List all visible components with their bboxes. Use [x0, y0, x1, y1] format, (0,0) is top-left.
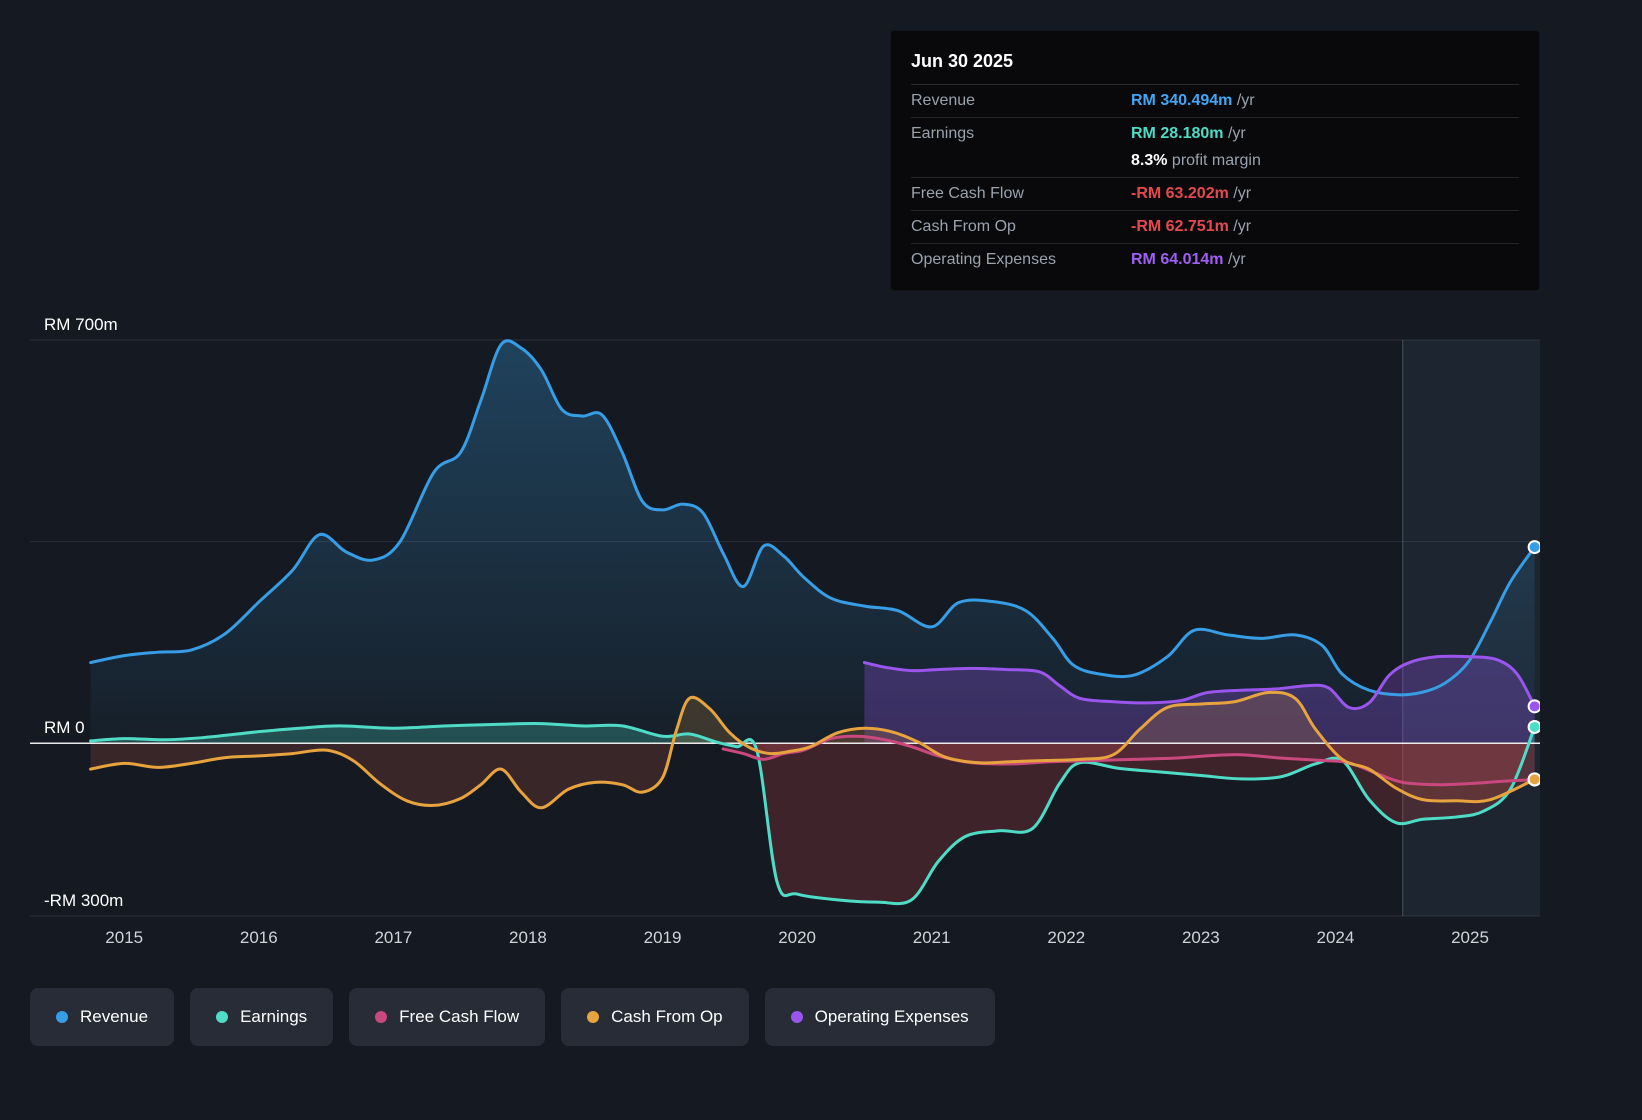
financial-history-chart[interactable]: RM 700m RM 0 -RM 300m 2015 2016 2017 2018 2019 2… — [30, 310, 1540, 952]
series-endpoint-revenue — [1527, 540, 1540, 555]
tooltip-row-label: Free Cash Flow — [911, 185, 1024, 202]
tooltip-row-earnings: Earnings RM 28.180m /yr — [911, 117, 1519, 150]
tooltip-row-value: -RM 62.751m /yr — [1131, 218, 1252, 235]
legend-pill-label: Earnings — [240, 1007, 308, 1026]
series-area-pos-operating-expenses — [864, 656, 1535, 744]
series-area-neg-earnings — [720, 743, 1529, 904]
series-endpoint-operating-expenses — [1527, 699, 1540, 714]
free-cash-flow-legend-dot — [375, 1011, 388, 1023]
tooltip-row-label: Operating Expenses — [911, 251, 1056, 268]
chart-tooltip: Jun 30 2025 Revenue RM 340.494m /yr Earnin… — [890, 30, 1540, 291]
operating-expenses-legend-dot — [790, 1011, 803, 1023]
series-line-revenue — [89, 339, 1537, 697]
x-axis-label-2018: 2018 — [509, 928, 547, 947]
tooltip-row-cash-from-op: Cash From Op -RM 62.751m /yr — [911, 210, 1519, 243]
legend-pill-free-cash-flow[interactable]: Free Cash Flow — [349, 988, 546, 1046]
legend-pill-revenue[interactable]: Revenue — [30, 988, 175, 1046]
tooltip-row-label: Cash From Op — [911, 218, 1016, 235]
x-axis-label-2015: 2015 — [105, 928, 143, 947]
series-endpoint-cash-from-op — [1527, 772, 1540, 787]
legend-pill-cash-from-op[interactable]: Cash From Op — [561, 988, 749, 1046]
cash-from-op-legend-dot — [587, 1011, 600, 1023]
tooltip-rows: Revenue RM 340.494m /yr Earnings RM 28.180m… — [911, 85, 1519, 276]
series-area-pos-revenue — [90, 340, 1535, 744]
chart-legend: Revenue Earnings Free Cash Flow Cash From O… — [30, 988, 995, 1046]
revenue-legend-dot — [56, 1011, 68, 1023]
legend-pill-label: Revenue — [80, 1007, 149, 1026]
x-axis-label-2025: 2025 — [1451, 928, 1489, 947]
tooltip-row-label: Revenue — [911, 92, 976, 109]
legend-pill-label: Operating Expenses — [814, 1007, 969, 1026]
x-axis-label-2016: 2016 — [240, 928, 278, 947]
x-axis-label-2019: 2019 — [644, 928, 682, 947]
tooltip-row-operating-expenses: Operating Expenses RM 64.014m /yr — [911, 243, 1519, 276]
tooltip-row-value: RM 28.180m /yr — [1131, 125, 1246, 142]
tooltip-row-value: RM 64.014m /yr — [1131, 251, 1246, 268]
legend-pill-operating-expenses[interactable]: Operating Expenses — [764, 988, 995, 1046]
series-area-pos-cash-from-op — [90, 692, 1535, 744]
chart-plot-area[interactable]: RM 700m RM 0 -RM 300m 2015 2016 2017 2018 2019 2… — [30, 310, 1540, 952]
x-axis-label-2022: 2022 — [1047, 928, 1085, 947]
legend-pill-earnings[interactable]: Earnings — [190, 988, 334, 1046]
tooltip-row-label: Earnings — [911, 125, 975, 142]
series-area-pos-earnings — [90, 723, 1535, 744]
tooltip-row-value: RM 340.494m /yr — [1131, 92, 1255, 109]
x-axis-label-2021: 2021 — [913, 928, 951, 947]
y-axis-label-rm-0: RM 0 — [44, 718, 85, 737]
x-axis-label-2017: 2017 — [374, 928, 412, 947]
tooltip-date: Jun 30 2025 — [911, 43, 1519, 85]
series-area-neg-free-cash-flow — [723, 743, 1535, 785]
tooltip-row-profit-margin: 8.3% profit margin — [911, 150, 1519, 177]
series-area-neg-cash-from-op — [90, 743, 1535, 808]
earnings-legend-dot — [216, 1011, 229, 1023]
series-line-operating-expenses — [862, 654, 1537, 711]
x-axis-label-2024: 2024 — [1317, 928, 1355, 947]
y-axis-label-rm-300m: -RM 300m — [44, 891, 123, 910]
legend-pill-label: Free Cash Flow — [399, 1007, 520, 1026]
legend-pill-label: Cash From Op — [611, 1007, 723, 1026]
tooltip-row-value: 8.3% profit margin — [1131, 152, 1261, 169]
x-axis-label-2020: 2020 — [778, 928, 816, 947]
tooltip-row-revenue: Revenue RM 340.494m /yr — [911, 85, 1519, 117]
series-endpoint-earnings — [1527, 719, 1540, 734]
x-axis-label-2023: 2023 — [1182, 928, 1220, 947]
tooltip-row-free-cash-flow: Free Cash Flow -RM 63.202m /yr — [911, 177, 1519, 210]
series-line-cash-from-op — [89, 690, 1537, 810]
y-axis-label-rm-700m: RM 700m — [44, 315, 118, 334]
tooltip-row-value: -RM 63.202m /yr — [1131, 185, 1252, 202]
